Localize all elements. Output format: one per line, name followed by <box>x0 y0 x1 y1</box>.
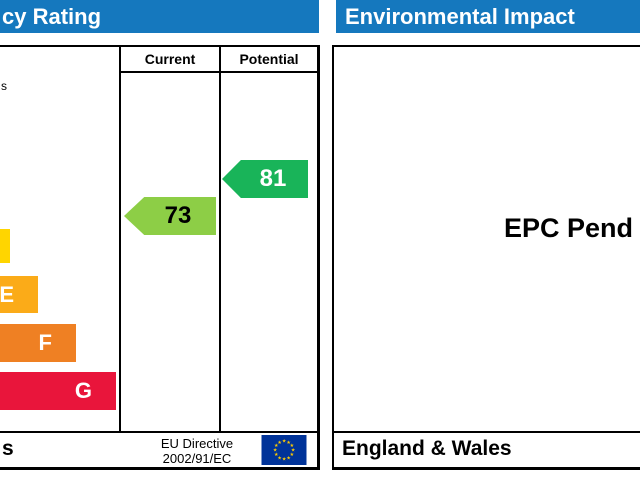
svg-text:★: ★ <box>290 443 295 449</box>
svg-text:★: ★ <box>277 440 282 446</box>
band-g-letter: G <box>74 378 92 403</box>
current-rating-arrow: 73 <box>124 197 216 235</box>
band-f-letter: F <box>38 330 52 355</box>
chart-footer-divider <box>0 431 320 433</box>
epc-band-g: G <box>0 372 116 410</box>
svg-text:★: ★ <box>290 452 295 458</box>
column-header-underline <box>119 71 320 73</box>
svg-text:★: ★ <box>282 439 287 445</box>
epc-band-e: E <box>0 276 38 313</box>
chart-border-top <box>0 45 320 47</box>
epc-pending-message: EPC Pend <box>504 213 634 243</box>
chart-border-right <box>317 45 320 470</box>
right-panel-border-left <box>332 45 334 470</box>
environmental-impact-header: Environmental Impact <box>336 0 640 33</box>
current-rating-value: 73 <box>164 202 192 229</box>
current-column-divider <box>119 45 121 433</box>
potential-rating-arrow: 81 <box>222 160 308 198</box>
potential-rating-value: 81 <box>259 165 287 192</box>
svg-text:★: ★ <box>273 448 278 454</box>
energy-rating-header: cy Rating <box>0 0 319 33</box>
top-caption-fragment: s <box>1 79 7 93</box>
eu-flag-icon: ★ ★ ★ ★ ★ ★ ★ ★ ★ ★ ★ ★ <box>261 435 307 465</box>
eu-directive-line1: EU Directive <box>160 436 234 451</box>
right-panel-footer-divider <box>332 431 640 433</box>
footer-region-label: England & Wales <box>342 437 512 460</box>
svg-text:★: ★ <box>274 452 279 458</box>
svg-text:★: ★ <box>286 455 291 461</box>
environmental-impact-title: Environmental Impact <box>345 4 575 29</box>
epc-band-f: F <box>0 324 76 362</box>
right-panel-border-top <box>332 45 640 47</box>
energy-rating-title: cy Rating <box>2 4 102 29</box>
current-column-header: Current <box>144 51 196 67</box>
right-panel-border-bottom <box>332 467 640 470</box>
svg-text:★: ★ <box>277 455 282 461</box>
svg-text:★: ★ <box>286 440 291 446</box>
svg-text:★: ★ <box>282 457 287 463</box>
potential-column-header: Potential <box>239 51 299 67</box>
eu-directive-line2: 2002/91/EC <box>162 451 232 466</box>
chart-border-bottom <box>0 467 320 470</box>
svg-text:★: ★ <box>274 443 279 449</box>
band-e-letter: E <box>0 281 14 307</box>
footer-region-fragment: s <box>2 437 14 460</box>
svg-text:★: ★ <box>291 448 296 454</box>
eu-directive-label: EU Directive 2002/91/EC <box>138 436 256 466</box>
epc-band-d <box>0 229 10 263</box>
potential-column-divider <box>219 45 221 433</box>
